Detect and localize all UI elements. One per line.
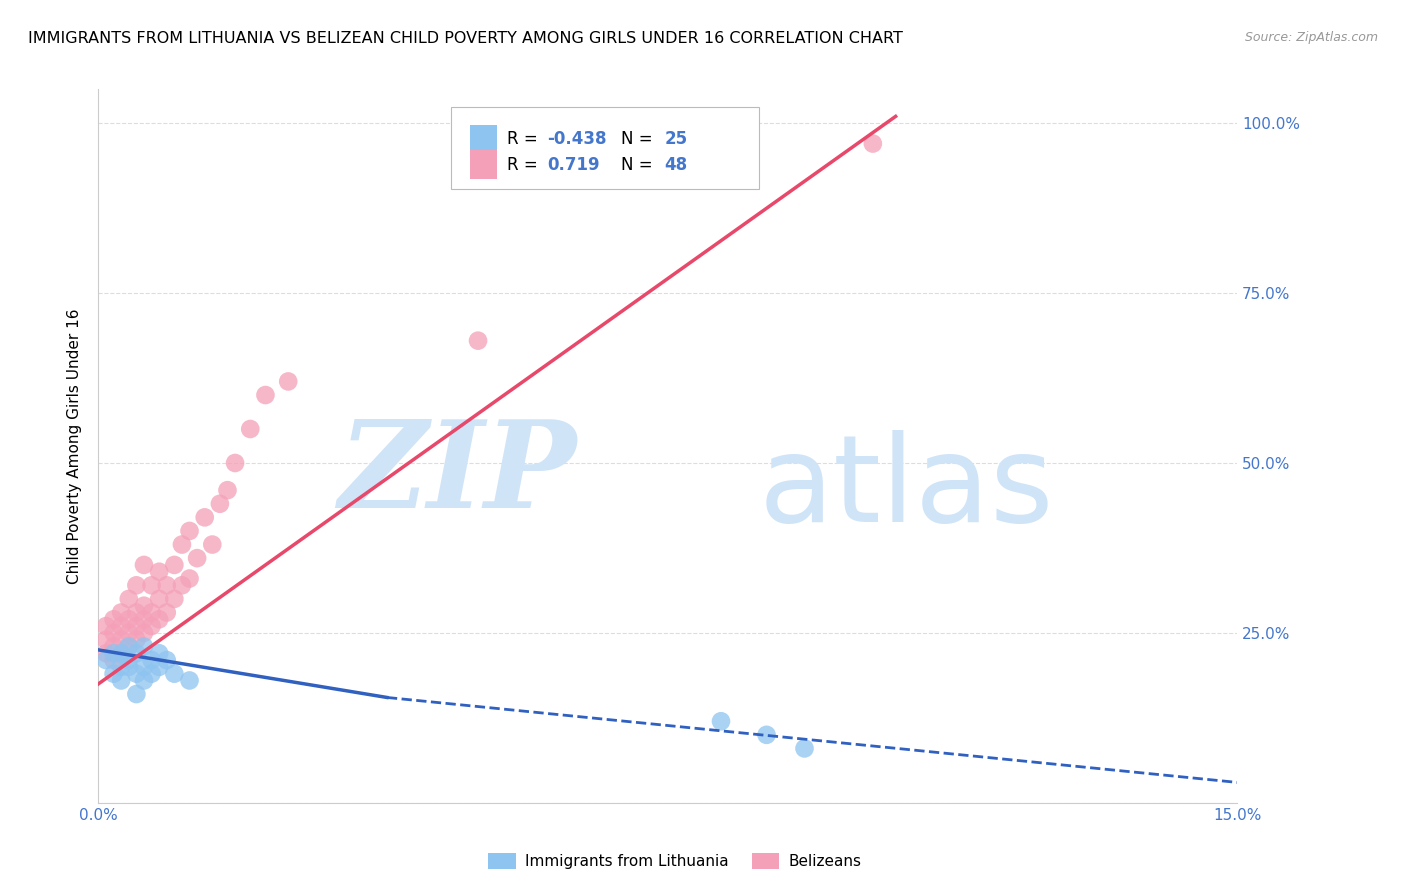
Point: [125, 687, 148, 701]
Point: [254, 388, 277, 402]
Text: N =: N =: [621, 130, 658, 148]
FancyBboxPatch shape: [470, 125, 498, 153]
Point: [132, 626, 155, 640]
Text: Source: ZipAtlas.com: Source: ZipAtlas.com: [1244, 31, 1378, 45]
Point: [118, 653, 141, 667]
Text: N =: N =: [621, 155, 658, 174]
Text: ZIP: ZIP: [339, 416, 576, 533]
Point: [141, 653, 163, 667]
Point: [224, 456, 246, 470]
Point: [103, 626, 125, 640]
Point: [125, 666, 148, 681]
Point: [862, 136, 884, 151]
Y-axis label: Child Poverty Among Girls Under 16: Child Poverty Among Girls Under 16: [67, 309, 83, 583]
Point: [118, 612, 141, 626]
Point: [125, 632, 148, 647]
Point: [141, 606, 163, 620]
Point: [132, 673, 155, 688]
Text: -0.438: -0.438: [547, 130, 606, 148]
Point: [163, 591, 186, 606]
Text: IMMIGRANTS FROM LITHUANIA VS BELIZEAN CHILD POVERTY AMONG GIRLS UNDER 16 CORRELA: IMMIGRANTS FROM LITHUANIA VS BELIZEAN CH…: [28, 31, 903, 46]
Point: [194, 510, 217, 524]
Point: [141, 666, 163, 681]
Text: 48: 48: [665, 155, 688, 174]
Point: [118, 660, 141, 674]
Point: [156, 578, 179, 592]
Point: [110, 632, 132, 647]
Point: [467, 334, 489, 348]
Point: [201, 537, 224, 551]
Point: [132, 612, 155, 626]
Point: [118, 591, 141, 606]
Point: [110, 673, 132, 688]
Point: [208, 497, 231, 511]
Point: [793, 741, 815, 756]
Point: [156, 606, 179, 620]
Point: [148, 612, 170, 626]
Point: [110, 646, 132, 660]
Point: [148, 646, 170, 660]
Point: [163, 666, 186, 681]
Point: [156, 653, 179, 667]
Point: [239, 422, 262, 436]
Legend: Immigrants from Lithuania, Belizeans: Immigrants from Lithuania, Belizeans: [482, 847, 868, 875]
Text: R =: R =: [508, 155, 548, 174]
Point: [179, 673, 201, 688]
Point: [110, 646, 132, 660]
Point: [132, 660, 155, 674]
Point: [170, 537, 193, 551]
Point: [94, 646, 117, 660]
Point: [148, 591, 170, 606]
Point: [217, 483, 239, 498]
Point: [277, 375, 299, 389]
FancyBboxPatch shape: [451, 107, 759, 189]
Point: [110, 606, 132, 620]
Text: R =: R =: [508, 130, 543, 148]
Point: [125, 619, 148, 633]
Point: [125, 646, 148, 660]
Point: [118, 640, 141, 654]
Point: [103, 640, 125, 654]
Point: [118, 640, 141, 654]
Point: [132, 599, 155, 613]
Text: atlas: atlas: [759, 430, 1054, 548]
Point: [125, 578, 148, 592]
Point: [125, 606, 148, 620]
Point: [141, 619, 163, 633]
Point: [179, 572, 201, 586]
Point: [755, 728, 778, 742]
FancyBboxPatch shape: [470, 150, 498, 178]
Point: [179, 524, 201, 538]
Point: [118, 626, 141, 640]
Point: [103, 653, 125, 667]
Point: [148, 660, 170, 674]
Text: 0.719: 0.719: [547, 155, 600, 174]
Point: [141, 578, 163, 592]
Point: [163, 558, 186, 572]
Point: [103, 646, 125, 660]
Text: 25: 25: [665, 130, 688, 148]
Point: [170, 578, 193, 592]
Point: [148, 565, 170, 579]
Point: [103, 666, 125, 681]
Point: [132, 558, 155, 572]
Point: [710, 714, 733, 729]
Point: [186, 551, 208, 566]
Point: [110, 660, 132, 674]
Point: [110, 619, 132, 633]
Point: [94, 632, 117, 647]
Point: [94, 619, 117, 633]
Point: [132, 640, 155, 654]
Point: [94, 653, 117, 667]
Point: [103, 612, 125, 626]
